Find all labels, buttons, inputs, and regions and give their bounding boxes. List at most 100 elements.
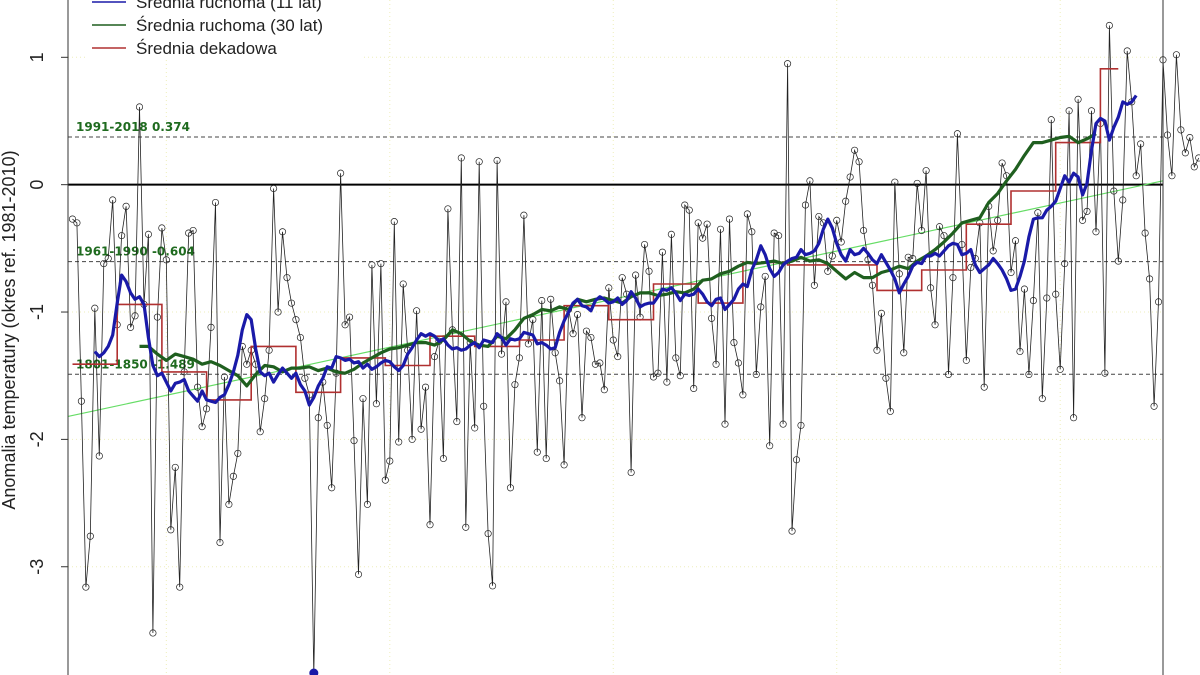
annual-point [681,201,689,209]
annual-point [127,323,135,331]
annual-point [658,248,666,256]
annual-point [1079,216,1087,224]
annual-point [328,484,336,492]
legend-box [86,0,362,60]
annual-point [346,313,354,321]
annual-point [761,272,769,280]
annual-point [1065,107,1073,115]
annual-point [672,354,680,362]
annual-point [109,196,117,204]
annual-point [185,229,193,237]
annual-point [77,397,85,405]
annual-point [1016,347,1024,356]
annual-point [422,383,430,391]
annual-point [547,295,555,303]
annual-point [605,284,613,292]
annual-point [1137,140,1145,148]
annual-point [1172,51,1180,59]
annual-point [1105,21,1113,30]
annual-point [837,238,845,246]
annual-point [940,232,948,240]
annual-point [784,60,792,68]
annual-point [399,280,407,288]
annual-point [1177,126,1185,134]
annual-point [417,425,425,433]
annual-point [189,226,197,235]
annual-point [882,374,890,382]
annual-point [877,309,885,317]
annual-point [935,223,944,231]
annual-point [663,378,671,386]
annual-point [1146,275,1154,283]
annual-point [68,215,77,223]
annual-point [301,374,309,382]
reference-line-label: 1961-1990 -0.604 [76,245,195,259]
annual-point [104,254,112,263]
annual-point [337,169,345,177]
annual-point [591,360,599,368]
annual-point [949,274,957,282]
annual-point [270,184,278,193]
annual-point [1056,365,1064,373]
annual-point [685,206,693,214]
annual-point [203,405,211,413]
legend-label: Średnia ruchoma (30 lat) [136,16,323,35]
annual-point [211,198,220,207]
annual-point [171,463,179,471]
annual-point [654,369,662,377]
annual-point [158,224,166,232]
annual-point [86,532,94,540]
annual-point [1047,116,1055,124]
annual-point [716,225,725,233]
annual-point [144,230,152,238]
annual-point [1011,237,1020,245]
annual-point [712,360,720,368]
annual-point [484,530,492,538]
annual-point [314,414,322,422]
annual-point [243,360,251,368]
annual-point [725,215,734,223]
annual-point [596,359,604,367]
annual-point [730,339,738,347]
annual-point [1154,298,1163,306]
annual-point [1101,369,1109,377]
annual-point [578,414,586,422]
annual-point [229,472,237,480]
annual-point [475,158,483,166]
annual-point [770,229,778,237]
annual-point [609,336,617,344]
annual-point [1061,260,1069,268]
annual-point [354,570,363,578]
annual-point [234,449,242,457]
annual-point [359,395,367,403]
annual-point [386,457,394,465]
annual-point [1150,402,1158,410]
annual-point [573,311,582,319]
annual-point [489,582,497,590]
annual-point [363,500,371,508]
annual-point [649,373,658,381]
annual-point [690,384,698,392]
annual-point [408,435,416,443]
minimum-marker-group [309,668,319,675]
annual-point [480,402,488,410]
annual-point [708,314,716,322]
annual-point [909,254,917,263]
annual-point [471,424,479,432]
annual-point [927,284,935,292]
annual-point [457,154,465,162]
annual-point [390,218,398,226]
annual-point [283,274,291,282]
annual-point [135,103,144,111]
annual-point [703,220,711,228]
annual-point [453,418,461,426]
annual-point [824,267,832,275]
annual-point [775,232,783,240]
annual-point [1123,47,1131,55]
annual-point [815,212,823,221]
annual-point [520,211,528,219]
annual-point [895,270,903,278]
annual-point [962,356,970,364]
annual-point [153,313,161,321]
